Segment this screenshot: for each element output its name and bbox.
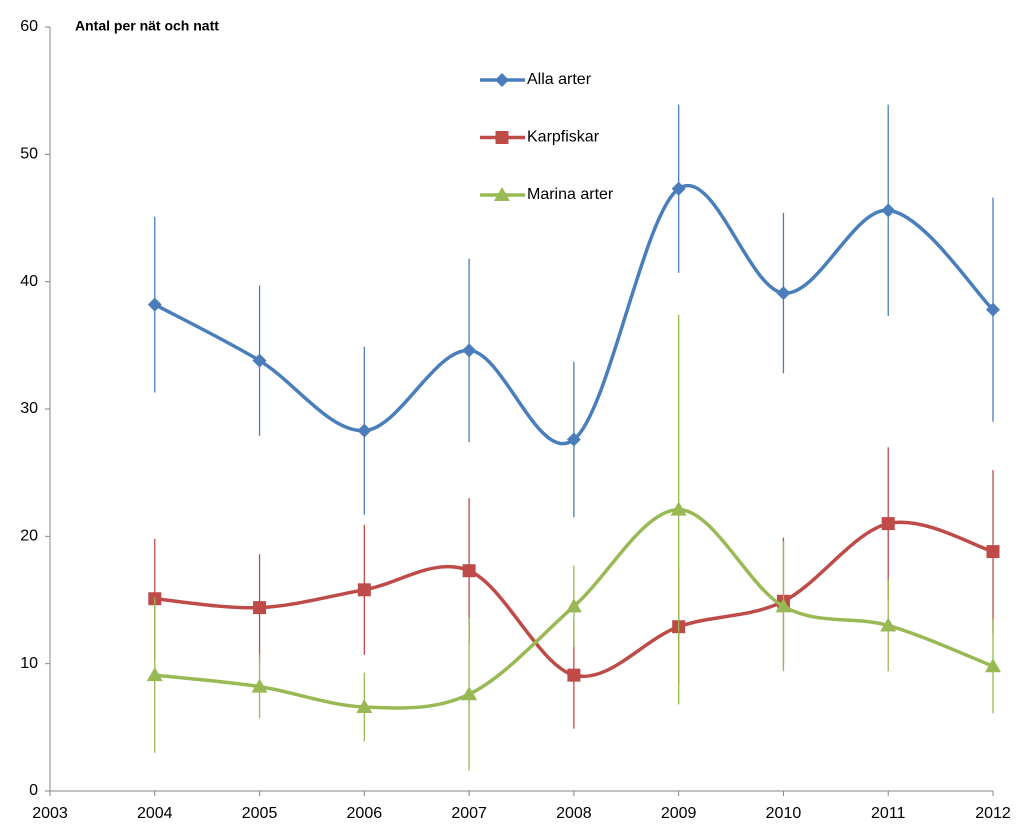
series-line: [154, 507, 994, 710]
y-tick-label: 50: [20, 146, 38, 163]
marker: [567, 668, 581, 682]
series-line: [153, 184, 995, 446]
x-tick-label: 2005: [242, 805, 278, 822]
x-tick-label: 2003: [32, 805, 68, 822]
marker: [881, 203, 896, 218]
marker: [462, 564, 476, 578]
y-tick-label: 30: [20, 400, 38, 417]
x-tick-label: 2006: [347, 805, 383, 822]
marker: [670, 501, 687, 516]
legend-label: Karpfiskar: [527, 129, 600, 146]
marker: [461, 686, 478, 701]
x-tick-label: 2010: [766, 805, 802, 822]
marker: [775, 598, 792, 613]
x-tick-label: 2009: [661, 805, 697, 822]
marker: [357, 423, 372, 438]
chart-title: Antal per nät och natt: [75, 18, 219, 34]
marker: [566, 432, 581, 447]
marker: [671, 181, 686, 196]
marker: [253, 601, 267, 615]
legend-label: Marina arter: [527, 186, 614, 203]
marker: [357, 583, 371, 597]
marker: [985, 658, 1001, 673]
marker: [147, 297, 162, 312]
marker: [986, 545, 1000, 559]
legend-marker: [495, 73, 509, 87]
x-tick-label: 2011: [871, 805, 906, 822]
marker: [776, 286, 791, 301]
y-tick-label: 60: [20, 18, 38, 35]
marker: [881, 517, 895, 531]
legend-marker: [494, 187, 510, 201]
y-tick-label: 40: [20, 273, 38, 290]
y-tick-label: 0: [29, 782, 38, 799]
marker: [986, 302, 1000, 317]
marker: [880, 617, 897, 632]
legend-label: Alla arter: [527, 71, 592, 88]
x-tick-label: 2007: [451, 805, 487, 822]
marker: [252, 353, 267, 368]
marker: [356, 698, 373, 713]
x-tick-label: 2012: [975, 805, 1011, 822]
y-tick-label: 20: [20, 528, 38, 545]
marker: [146, 667, 163, 682]
x-tick-label: 2008: [556, 805, 592, 822]
y-tick-label: 10: [20, 655, 38, 672]
marker: [565, 598, 582, 613]
x-tick-label: 2004: [137, 805, 173, 822]
marker: [462, 343, 477, 358]
marker: [251, 678, 268, 693]
legend-marker: [495, 131, 509, 144]
